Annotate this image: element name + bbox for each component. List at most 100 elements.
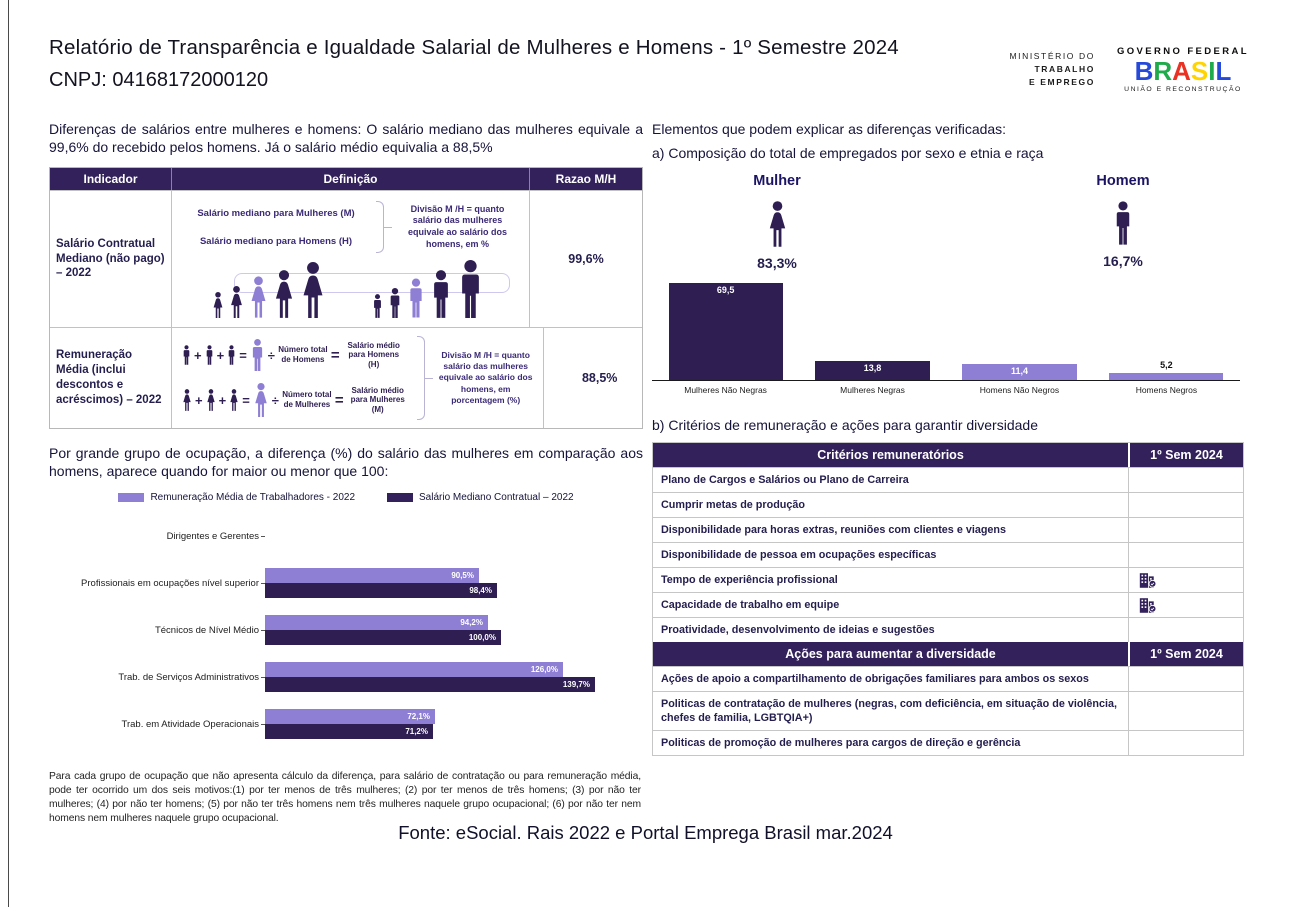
median-highlight-box: [234, 273, 510, 293]
brasil-letter: S: [1190, 56, 1209, 86]
header-logos: MINISTÉRIO DO TRABALHO E EMPREGO GOVERNO…: [1009, 46, 1249, 93]
bar: 11,4: [962, 364, 1077, 380]
bar: 13,8: [815, 361, 930, 380]
criteria-row: Plano de Cargos e Salários ou Plano de C…: [653, 467, 1243, 493]
indicator-label: Remuneração Média (inclui descontos e ac…: [50, 328, 172, 428]
indicator-label: Salário Contratual Mediano (não pago) – …: [50, 191, 172, 327]
action-row: Ações de apoio a compartilhamento de obr…: [653, 666, 1243, 692]
bar-value-label: 139,7%: [562, 680, 590, 690]
axis-tick: [261, 629, 265, 631]
row-label: Politicas de contratação de mulheres (ne…: [661, 698, 1118, 725]
ministry-line: E EMPREGO: [1029, 77, 1095, 88]
table-row: Salário Contratual Mediano (não pago) – …: [50, 190, 642, 327]
source-footer: Fonte: eSocial. Rais 2022 e Portal Empre…: [398, 822, 893, 843]
man-icon: [182, 345, 191, 365]
bar-value-label: 71,2%: [405, 727, 428, 737]
definition-cell: + + = ÷ Número total de Homens = Salário…: [172, 328, 544, 428]
table-header-label: Ações para aumentar a diversidade: [785, 647, 996, 662]
occupation-label: Trab. em Atividade Operacionais: [49, 719, 265, 730]
brasil-letter: B: [1134, 56, 1154, 86]
axis-tick: [261, 582, 265, 584]
bar: 100,0%: [265, 630, 501, 646]
row-label: Politicas de promoção de mulheres para c…: [661, 737, 1021, 750]
woman-icon: [229, 286, 244, 318]
divide-operator: ÷: [271, 392, 279, 408]
row-value-cell: [1128, 667, 1243, 692]
occupation-label: Trab. de Serviços Administrativos: [49, 672, 265, 683]
bar: 98,4%: [265, 583, 497, 599]
woman-icon: [229, 389, 239, 411]
occupation-group: Dirigentes e Gerentes: [49, 516, 643, 556]
legend-label-remuneracao: Remuneração Média de Trabalhadores - 202…: [150, 492, 356, 504]
bar-value-label: 11,4: [1010, 366, 1028, 376]
occupation-bars: 126,0% 139,7%: [265, 662, 595, 693]
bar: 94,2%: [265, 615, 488, 631]
man-icon: [388, 288, 402, 318]
row-label: Disponibilidade para horas extras, reuni…: [661, 524, 1007, 537]
row-value-cell: [1128, 731, 1243, 756]
bar-value-label: 100,0%: [468, 633, 496, 643]
women-average-formula: + + = ÷ Número total de Mulheres = Salár…: [182, 383, 409, 417]
total-men-label: Número total de Homens: [278, 345, 328, 364]
mulher-label: Mulher: [753, 173, 801, 189]
man-icon: [227, 345, 236, 365]
bar: 69,5: [668, 283, 783, 380]
action-row: Politicas de contratação de mulheres (ne…: [653, 691, 1243, 731]
ministry-line: TRABALHO: [1034, 63, 1095, 74]
report-header: Relatório de Transparência e Igualdade S…: [49, 36, 899, 92]
woman-icon: [182, 389, 192, 411]
company-check-icon: [1139, 573, 1157, 588]
row-label: Capacidade de trabalho em equipe: [661, 599, 840, 612]
man-icon-highlighted: [250, 339, 265, 371]
bracket-shape: [416, 336, 433, 420]
row-label: Plano de Cargos e Salários ou Plano de C…: [661, 474, 909, 486]
median-men-label: Salário mediano para Homens (H): [199, 235, 353, 247]
total-women-label: Número total de Mulheres: [282, 390, 332, 409]
page-title: Relatório de Transparência e Igualdade S…: [49, 36, 899, 59]
man-icon: [205, 345, 214, 365]
action-row: Politicas de promoção de mulheres para c…: [653, 730, 1243, 756]
criteria-row: Disponibilidade para horas extras, reuni…: [653, 517, 1243, 543]
bar-category-label: Homens Não Negros: [979, 385, 1060, 395]
page-left-border: [8, 0, 9, 907]
man-icon: [430, 270, 452, 318]
ministry-logo: MINISTÉRIO DO TRABALHO E EMPREGO: [1009, 50, 1095, 90]
occupation-bars: 72,1% 71,2%: [265, 709, 435, 740]
row-label: Tempo de experiência profissional: [661, 574, 838, 587]
equals-operator: =: [239, 347, 247, 363]
governo-federal-label: GOVERNO FEDERAL: [1116, 46, 1249, 57]
occupation-group: Trab. de Serviços Administrativos 126,0% 1…: [49, 657, 643, 697]
row-label: Disponibilidade de pessoa em ocupações e…: [661, 549, 937, 562]
brasil-letter: I: [1208, 56, 1216, 86]
criteria-row: Disponibilidade de pessoa em ocupações e…: [653, 542, 1243, 568]
men-figures: [372, 260, 484, 318]
average-formulas: + + = ÷ Número total de Homens = Salário…: [182, 339, 409, 417]
axis-tick: [261, 535, 265, 537]
woman-icon: [206, 389, 216, 411]
mulher-percentage: 83,3%: [757, 255, 797, 271]
criteria-row: Proatividade, desenvolvimento de ideias …: [653, 617, 1243, 643]
division-note: Divisão M /H = quanto salário das mulher…: [438, 350, 533, 405]
row-label: Proatividade, desenvolvimento de ideias …: [661, 624, 935, 637]
occupation-intro: Por grande grupo de ocupação, a diferenç…: [49, 445, 643, 480]
row-label: Cumprir metas de produção: [661, 499, 805, 512]
median-comparison-figures: [172, 255, 529, 327]
bar: 72,1%: [265, 709, 435, 725]
bar: 90,5%: [265, 568, 479, 584]
occupation-group: Trab. em Atividade Operacionais 72,1% 71,2…: [49, 704, 643, 744]
gender-totals: Mulher 83,3% Homem 16,7%: [652, 173, 1244, 271]
salary-difference-intro: Diferenças de salários entre mulheres e …: [49, 121, 643, 155]
occupation-group: Técnicos de Nível Médio 94,2% 100,0%: [49, 610, 643, 650]
table-header-period: 1º Sem 2024: [1128, 642, 1243, 667]
man-icon: [457, 260, 484, 318]
company-check-icon: [1139, 598, 1157, 613]
bar-value-label: 94,2%: [460, 618, 483, 628]
homem-label: Homem: [1096, 173, 1150, 189]
right-column: Elementos que podem explicar as diferenç…: [652, 121, 1244, 757]
bar-value-label: 69,5: [716, 285, 735, 295]
avg-salary-women-label: Salário médio para Mulheres (M): [350, 385, 405, 414]
table-header-period: 1º Sem 2024: [1128, 443, 1243, 467]
chart-legend: Remuneração Média de Trabalhadores - 202…: [49, 492, 643, 503]
